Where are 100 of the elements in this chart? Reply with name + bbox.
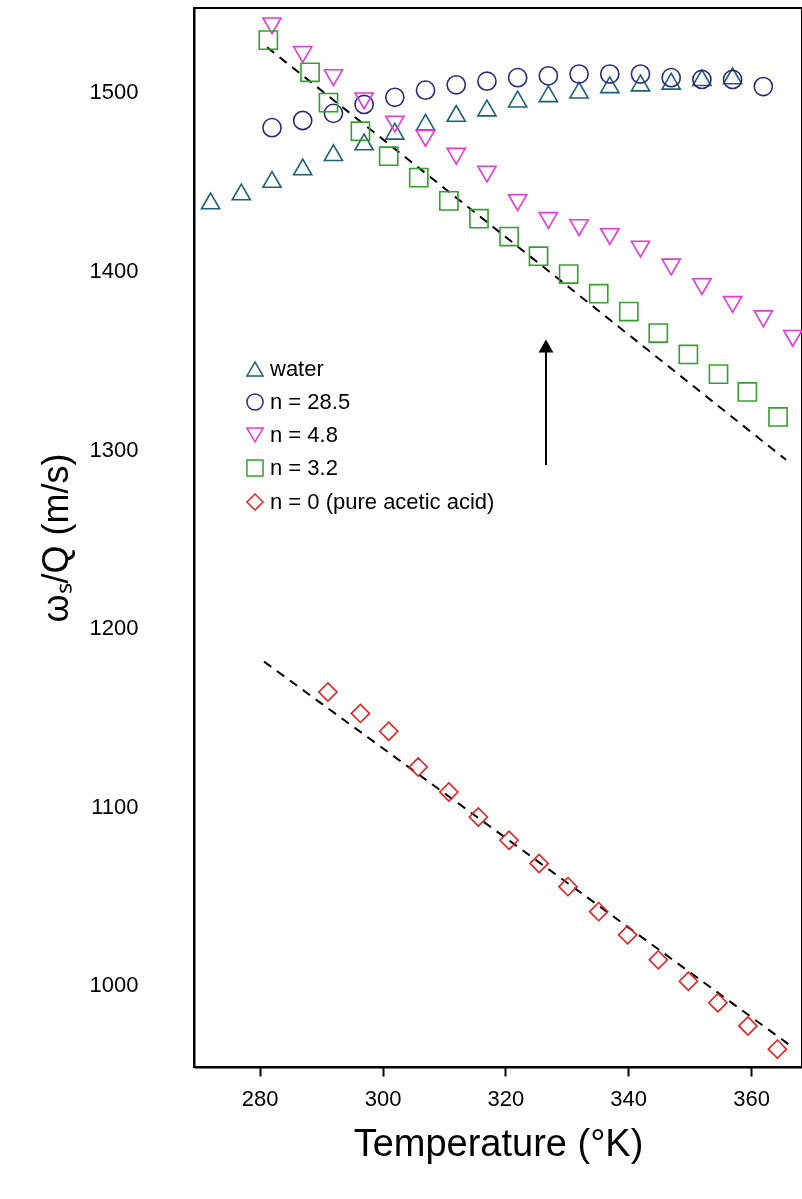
point: [446, 104, 467, 123]
point: [354, 133, 374, 151]
y-tick-label: 1300: [89, 436, 139, 462]
point: [753, 310, 774, 328]
point: [630, 64, 651, 84]
point: [262, 117, 282, 138]
point: [408, 757, 429, 777]
point: [661, 258, 682, 276]
point: [678, 971, 699, 992]
point: [507, 90, 528, 108]
point: [499, 226, 519, 247]
point: [477, 99, 497, 117]
point: [477, 165, 497, 183]
point: [569, 81, 589, 99]
point: [558, 264, 579, 284]
point: [678, 344, 699, 365]
point: [415, 80, 436, 101]
legend-label: n = 0 (pure acetic acid): [270, 489, 495, 514]
point: [617, 924, 638, 945]
x-axis-title: Temperature (°K): [353, 1121, 644, 1164]
point: [558, 876, 578, 897]
y-axis-title: ωₛ/Q (m/s): [34, 453, 76, 623]
point: [538, 66, 559, 86]
y-tick-label: 1400: [89, 258, 139, 284]
point: [262, 17, 282, 35]
point: [378, 721, 399, 742]
point: [350, 703, 371, 724]
point: [722, 295, 743, 314]
point: [438, 190, 459, 211]
point: [292, 110, 313, 131]
point: [618, 301, 639, 322]
y-tick-label: 1200: [89, 615, 139, 641]
point: [528, 246, 549, 267]
point: [529, 853, 550, 874]
point: [661, 67, 682, 88]
point: [599, 227, 620, 246]
y-tick-label: 1100: [91, 793, 139, 819]
point: [477, 71, 497, 92]
point: [707, 992, 728, 1013]
point: [438, 782, 459, 802]
x-tick-label: 320: [487, 1085, 525, 1111]
point: [630, 240, 651, 258]
point: [569, 218, 589, 237]
point: [722, 69, 743, 90]
point: [738, 1016, 758, 1036]
point: [318, 682, 338, 702]
point: [408, 167, 429, 188]
point: [300, 62, 320, 83]
point: [323, 143, 344, 162]
point: [630, 74, 651, 92]
legend-label: water: [269, 356, 324, 381]
point: [384, 122, 405, 140]
point: [446, 147, 467, 165]
point: [384, 87, 405, 108]
point: [350, 121, 371, 142]
point: [507, 193, 528, 212]
point: [599, 64, 620, 84]
point: [722, 67, 743, 85]
point: [415, 129, 436, 148]
point: [588, 901, 609, 922]
point: [507, 67, 528, 88]
point: [782, 329, 802, 348]
point: [648, 323, 669, 343]
point: [737, 382, 758, 402]
point: [384, 115, 405, 133]
point: [258, 30, 279, 51]
point: [292, 45, 313, 64]
point: [538, 85, 559, 103]
point: [415, 113, 436, 131]
point: [262, 170, 282, 189]
point: [468, 807, 489, 827]
point: [661, 72, 682, 90]
point: [323, 68, 344, 87]
x-tick-label: 300: [364, 1085, 402, 1111]
point: [538, 211, 559, 230]
point: [499, 830, 519, 851]
point: [569, 64, 589, 84]
legend-label: n = 3.2: [270, 455, 338, 480]
point: [469, 208, 489, 229]
point: [588, 283, 609, 304]
point: [708, 364, 729, 384]
point: [446, 74, 467, 95]
point: [753, 76, 774, 97]
point: [378, 146, 399, 167]
point: [323, 103, 344, 124]
point: [231, 183, 252, 201]
point: [768, 407, 788, 427]
legend-label: n = 4.8: [270, 422, 338, 447]
point: [354, 94, 374, 115]
y-tick-label: 1000: [89, 972, 139, 998]
point: [354, 92, 374, 110]
legend-label: n = 28.5: [270, 389, 351, 414]
x-tick-label: 360: [733, 1085, 770, 1111]
point: [292, 158, 313, 176]
point: [200, 192, 221, 210]
point: [599, 76, 620, 94]
x-tick-label: 340: [610, 1085, 648, 1111]
point: [692, 277, 712, 296]
x-tick-label: 280: [241, 1085, 279, 1111]
point: [767, 1039, 788, 1060]
